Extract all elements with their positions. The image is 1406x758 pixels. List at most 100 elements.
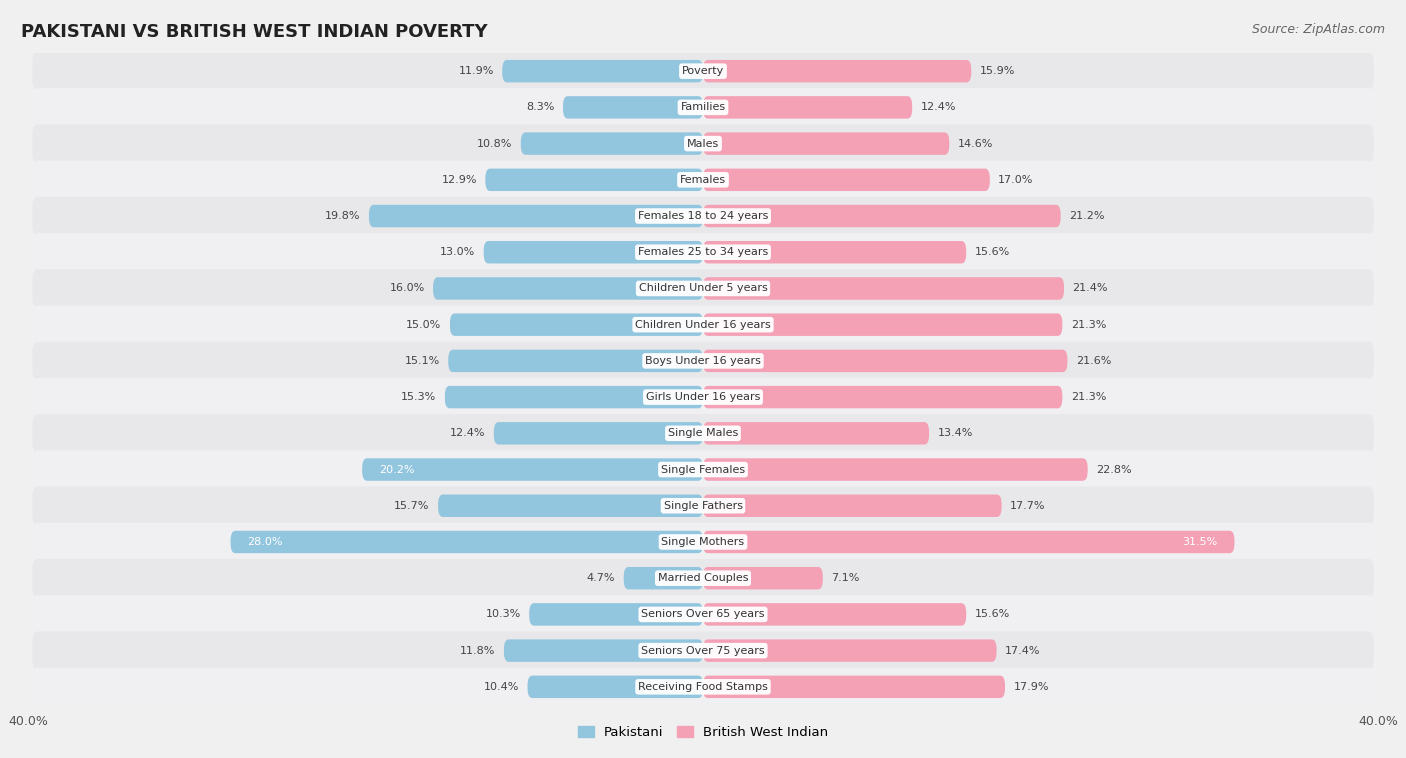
FancyBboxPatch shape — [703, 96, 912, 118]
FancyBboxPatch shape — [703, 640, 997, 662]
Text: 20.2%: 20.2% — [380, 465, 415, 475]
FancyBboxPatch shape — [32, 197, 1374, 235]
Text: Males: Males — [688, 139, 718, 149]
Text: 21.3%: 21.3% — [1071, 392, 1107, 402]
FancyBboxPatch shape — [32, 559, 1374, 597]
Text: 17.7%: 17.7% — [1010, 501, 1046, 511]
FancyBboxPatch shape — [624, 567, 703, 590]
FancyBboxPatch shape — [562, 96, 703, 118]
Text: 16.0%: 16.0% — [389, 283, 425, 293]
Text: 21.3%: 21.3% — [1071, 320, 1107, 330]
FancyBboxPatch shape — [703, 133, 949, 155]
Text: Single Fathers: Single Fathers — [664, 501, 742, 511]
Text: Females 18 to 24 years: Females 18 to 24 years — [638, 211, 768, 221]
Text: 11.8%: 11.8% — [460, 646, 495, 656]
Text: 15.3%: 15.3% — [401, 392, 436, 402]
Text: 15.1%: 15.1% — [405, 356, 440, 366]
FancyBboxPatch shape — [32, 450, 1374, 489]
FancyBboxPatch shape — [450, 314, 703, 336]
FancyBboxPatch shape — [32, 523, 1374, 561]
FancyBboxPatch shape — [703, 675, 1005, 698]
FancyBboxPatch shape — [444, 386, 703, 409]
Text: 17.4%: 17.4% — [1005, 646, 1040, 656]
Text: Girls Under 16 years: Girls Under 16 years — [645, 392, 761, 402]
FancyBboxPatch shape — [703, 277, 1064, 299]
FancyBboxPatch shape — [32, 305, 1374, 344]
FancyBboxPatch shape — [520, 133, 703, 155]
Text: Married Couples: Married Couples — [658, 573, 748, 583]
FancyBboxPatch shape — [368, 205, 703, 227]
Text: Females 25 to 34 years: Females 25 to 34 years — [638, 247, 768, 257]
Text: Seniors Over 65 years: Seniors Over 65 years — [641, 609, 765, 619]
FancyBboxPatch shape — [439, 494, 703, 517]
FancyBboxPatch shape — [433, 277, 703, 299]
Text: Boys Under 16 years: Boys Under 16 years — [645, 356, 761, 366]
FancyBboxPatch shape — [703, 494, 1001, 517]
Text: 4.7%: 4.7% — [586, 573, 616, 583]
FancyBboxPatch shape — [703, 314, 1063, 336]
Text: 15.7%: 15.7% — [394, 501, 430, 511]
Text: Source: ZipAtlas.com: Source: ZipAtlas.com — [1251, 23, 1385, 36]
FancyBboxPatch shape — [32, 631, 1374, 670]
Text: Seniors Over 75 years: Seniors Over 75 years — [641, 646, 765, 656]
Text: Single Mothers: Single Mothers — [661, 537, 745, 547]
Text: 7.1%: 7.1% — [831, 573, 859, 583]
Text: 14.6%: 14.6% — [957, 139, 993, 149]
FancyBboxPatch shape — [32, 342, 1374, 380]
Text: Females: Females — [681, 175, 725, 185]
Text: 12.9%: 12.9% — [441, 175, 477, 185]
Text: 21.6%: 21.6% — [1076, 356, 1111, 366]
Text: Receiving Food Stamps: Receiving Food Stamps — [638, 682, 768, 692]
FancyBboxPatch shape — [485, 168, 703, 191]
Text: 11.9%: 11.9% — [458, 66, 494, 76]
FancyBboxPatch shape — [527, 675, 703, 698]
FancyBboxPatch shape — [703, 349, 1067, 372]
Text: 12.4%: 12.4% — [921, 102, 956, 112]
FancyBboxPatch shape — [703, 205, 1060, 227]
Text: PAKISTANI VS BRITISH WEST INDIAN POVERTY: PAKISTANI VS BRITISH WEST INDIAN POVERTY — [21, 23, 488, 41]
Text: Children Under 5 years: Children Under 5 years — [638, 283, 768, 293]
FancyBboxPatch shape — [703, 386, 1063, 409]
Text: 31.5%: 31.5% — [1182, 537, 1218, 547]
Text: 12.4%: 12.4% — [450, 428, 485, 438]
Text: 21.2%: 21.2% — [1069, 211, 1105, 221]
Legend: Pakistani, British West Indian: Pakistani, British West Indian — [572, 720, 834, 744]
Text: 13.4%: 13.4% — [938, 428, 973, 438]
Text: Children Under 16 years: Children Under 16 years — [636, 320, 770, 330]
Text: 10.8%: 10.8% — [477, 139, 512, 149]
FancyBboxPatch shape — [484, 241, 703, 264]
Text: 21.4%: 21.4% — [1073, 283, 1108, 293]
Text: 15.6%: 15.6% — [974, 609, 1010, 619]
FancyBboxPatch shape — [703, 241, 966, 264]
Text: 22.8%: 22.8% — [1097, 465, 1132, 475]
FancyBboxPatch shape — [703, 60, 972, 83]
FancyBboxPatch shape — [703, 422, 929, 444]
FancyBboxPatch shape — [231, 531, 703, 553]
FancyBboxPatch shape — [503, 640, 703, 662]
FancyBboxPatch shape — [32, 668, 1374, 706]
Text: 8.3%: 8.3% — [526, 102, 554, 112]
FancyBboxPatch shape — [32, 378, 1374, 416]
FancyBboxPatch shape — [32, 233, 1374, 271]
FancyBboxPatch shape — [32, 595, 1374, 634]
FancyBboxPatch shape — [32, 52, 1374, 90]
Text: 15.0%: 15.0% — [406, 320, 441, 330]
Text: 15.6%: 15.6% — [974, 247, 1010, 257]
FancyBboxPatch shape — [703, 531, 1234, 553]
Text: 10.4%: 10.4% — [484, 682, 519, 692]
FancyBboxPatch shape — [703, 567, 823, 590]
FancyBboxPatch shape — [32, 487, 1374, 525]
Text: 17.0%: 17.0% — [998, 175, 1033, 185]
Text: 17.9%: 17.9% — [1014, 682, 1049, 692]
FancyBboxPatch shape — [32, 414, 1374, 453]
Text: 13.0%: 13.0% — [440, 247, 475, 257]
Text: Poverty: Poverty — [682, 66, 724, 76]
FancyBboxPatch shape — [703, 168, 990, 191]
FancyBboxPatch shape — [502, 60, 703, 83]
Text: Families: Families — [681, 102, 725, 112]
FancyBboxPatch shape — [703, 459, 1088, 481]
FancyBboxPatch shape — [449, 349, 703, 372]
FancyBboxPatch shape — [703, 603, 966, 625]
FancyBboxPatch shape — [32, 124, 1374, 163]
FancyBboxPatch shape — [494, 422, 703, 444]
